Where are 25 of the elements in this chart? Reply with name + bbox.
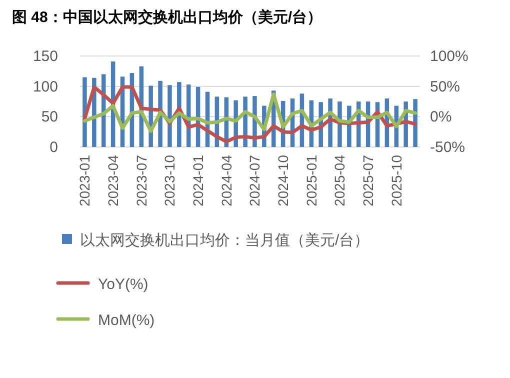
x-tick-label: 2024-01 [190, 154, 206, 206]
x-tick-label: 2024-10 [275, 154, 292, 206]
x-tick-label: 2023-10 [162, 154, 178, 206]
y-tick-label: 0 [50, 139, 58, 156]
x-tick-label: 2024-07 [246, 154, 263, 206]
chart-title: 图 48：中国以太网交换机出口均价（美元/台） [12, 8, 322, 26]
y-tick-label: 150 [32, 48, 58, 65]
legend-label: YoY(%) [98, 276, 148, 293]
x-tick-label: 2025-10 [388, 154, 404, 206]
x-tick-label: 2023-04 [105, 154, 122, 206]
y-tick-label: 50 [41, 108, 58, 126]
x-tick-label: 2025-07 [360, 154, 376, 206]
y2-tick-label: 50% [430, 78, 460, 96]
legend-label: MoM(%) [98, 312, 155, 329]
y2-tick-label: -50% [430, 139, 466, 156]
y-tick-label: 100 [32, 78, 58, 96]
line-series [82, 92, 418, 133]
y2-tick-label: 100% [430, 48, 468, 65]
y2-tick-label: 0% [430, 108, 452, 126]
x-tick-label: 2024-04 [218, 154, 234, 206]
x-tick-label: 2023-01 [76, 154, 93, 206]
legend-label: 以太网交换机出口均价：当月值（美元/台） [80, 232, 370, 249]
x-tick-label: 2025-01 [303, 154, 320, 206]
x-tick-label: 2025-04 [332, 154, 348, 206]
x-tick-label: 2023-07 [133, 154, 150, 206]
